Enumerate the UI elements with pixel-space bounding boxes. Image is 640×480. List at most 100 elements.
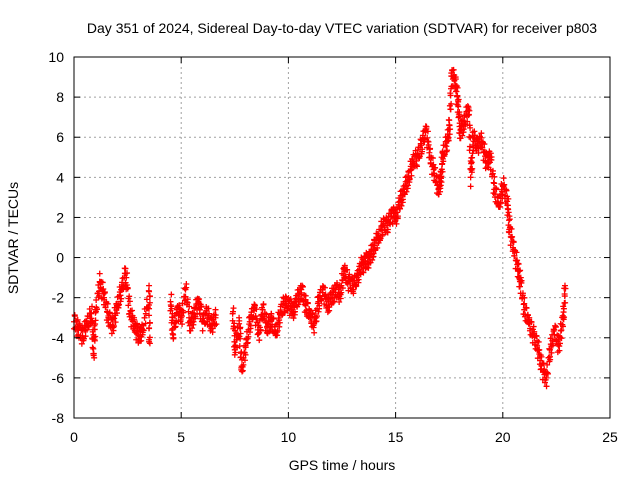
- data-point-marker: [246, 318, 253, 325]
- data-point-marker: [456, 130, 463, 137]
- data-point-marker: [514, 257, 521, 264]
- data-point-marker: [333, 279, 340, 286]
- data-point-marker: [465, 111, 472, 118]
- data-point-marker: [342, 275, 349, 282]
- data-point-marker: [186, 322, 193, 329]
- data-point-marker: [92, 321, 99, 328]
- data-point-marker: [452, 74, 459, 81]
- data-point-marker: [530, 323, 537, 330]
- data-point-marker: [437, 174, 444, 181]
- y-tick-labels: -8 -6 -4 -2 0 2 4 6 8 10: [48, 49, 64, 426]
- data-point-marker: [290, 315, 297, 322]
- data-point-marker: [394, 209, 401, 216]
- data-point-marker: [229, 310, 236, 317]
- data-point-marker: [123, 274, 130, 281]
- data-point-marker: [366, 254, 373, 261]
- data-point-marker: [365, 264, 372, 271]
- data-point-marker: [533, 332, 540, 339]
- data-point-marker: [560, 305, 567, 312]
- data-point-marker: [349, 282, 356, 289]
- data-point-marker: [277, 307, 284, 314]
- y-tick-label: 8: [56, 89, 64, 105]
- data-point-marker: [561, 290, 568, 297]
- data-point-marker: [195, 298, 202, 305]
- data-point-marker: [336, 299, 343, 306]
- data-point-marker: [546, 353, 553, 360]
- data-point-marker: [414, 163, 421, 170]
- data-point-marker: [146, 338, 153, 345]
- data-point-marker: [167, 298, 174, 305]
- data-point-marker: [526, 314, 533, 321]
- data-point-marker: [268, 316, 275, 323]
- data-point-marker: [407, 167, 414, 174]
- data-point-marker: [535, 347, 542, 354]
- data-point-marker: [90, 345, 97, 352]
- data-point-marker: [448, 100, 455, 107]
- data-point-marker: [302, 302, 309, 309]
- data-point-marker: [196, 296, 203, 303]
- data-point-marker: [232, 349, 239, 356]
- data-point-marker: [375, 234, 382, 241]
- data-point-marker: [178, 314, 185, 321]
- data-point-marker: [104, 300, 111, 307]
- data-point-marker: [443, 143, 450, 150]
- data-point-marker: [548, 349, 555, 356]
- data-point-marker: [516, 283, 523, 290]
- data-point-marker: [276, 317, 283, 324]
- data-point-marker: [200, 315, 207, 322]
- data-point-marker: [111, 315, 118, 322]
- data-point-marker: [392, 214, 399, 221]
- data-point-marker: [535, 338, 542, 345]
- data-point-marker: [446, 122, 453, 129]
- data-point-marker: [326, 307, 333, 314]
- data-point-marker: [445, 134, 452, 141]
- data-point-marker: [146, 299, 153, 306]
- data-point-marker: [465, 106, 472, 113]
- data-point-marker: [237, 324, 244, 331]
- data-point-marker: [469, 165, 476, 172]
- data-point-marker: [274, 327, 281, 334]
- data-point-marker: [91, 326, 98, 333]
- data-point-marker: [102, 304, 109, 311]
- x-tick-label: 0: [70, 429, 78, 445]
- data-point-marker: [199, 327, 206, 334]
- data-point-marker: [272, 330, 279, 337]
- data-point-marker: [259, 306, 266, 313]
- data-point-marker: [421, 136, 428, 143]
- data-point-marker: [491, 173, 498, 180]
- data-point-marker: [83, 317, 90, 324]
- data-point-marker: [242, 351, 249, 358]
- data-point-marker: [146, 305, 153, 312]
- axis-ticks: [73, 56, 611, 419]
- data-point-marker: [125, 302, 132, 309]
- data-point-marker: [313, 313, 320, 320]
- data-point-marker: [100, 285, 107, 292]
- data-point-marker: [242, 342, 249, 349]
- data-point-marker: [170, 335, 177, 342]
- data-point-marker: [328, 294, 335, 301]
- data-point-marker: [89, 303, 96, 310]
- data-point-marker: [447, 92, 454, 99]
- data-point-marker: [213, 321, 220, 328]
- data-point-marker: [323, 302, 330, 309]
- data-point-marker: [146, 319, 153, 326]
- data-point-marker: [466, 143, 473, 150]
- data-point-marker: [247, 325, 254, 332]
- data-point-marker: [105, 314, 112, 321]
- data-point-marker: [78, 340, 85, 347]
- data-point-marker: [559, 323, 566, 330]
- data-point-marker: [454, 92, 461, 99]
- data-point-marker: [460, 129, 467, 136]
- data-point-marker: [516, 278, 523, 285]
- data-point-marker: [212, 306, 219, 313]
- data-point-marker: [499, 182, 506, 189]
- data-point-marker: [541, 379, 548, 386]
- data-point-marker: [311, 329, 318, 336]
- data-point-marker: [544, 370, 551, 377]
- data-point-marker: [298, 286, 305, 293]
- data-point-marker: [431, 164, 438, 171]
- data-point-marker: [139, 331, 146, 338]
- data-point-marker: [124, 284, 131, 291]
- y-tick-label: -4: [52, 330, 65, 346]
- data-point-marker: [426, 154, 433, 161]
